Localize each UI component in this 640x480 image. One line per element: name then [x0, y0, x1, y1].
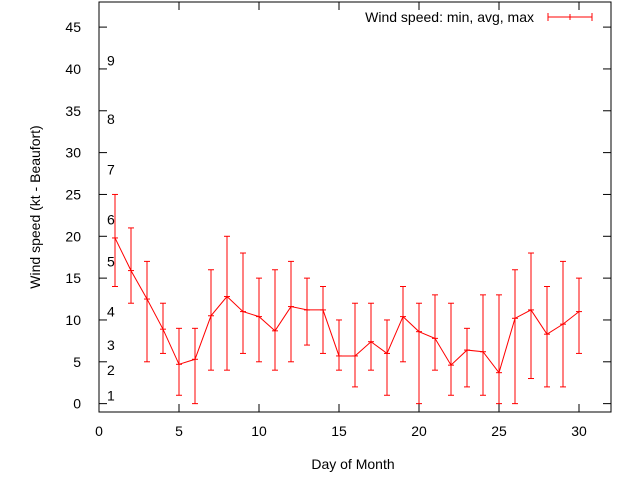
x-tick-label: 5	[175, 423, 183, 439]
y-axis-label: Wind speed (kt - Beaufort)	[27, 125, 43, 288]
y-tick-label: 35	[65, 103, 81, 119]
x-tick-label: 25	[491, 423, 507, 439]
x-tick-label: 10	[251, 423, 267, 439]
series-avg-line	[114, 237, 580, 374]
y-tick-label: 45	[65, 19, 81, 35]
y-tick-label: 40	[65, 61, 81, 77]
y-tick-label: 25	[65, 186, 81, 202]
y-tick-label: 15	[65, 270, 81, 286]
beaufort-label: 1	[107, 387, 115, 403]
beaufort-label: 8	[107, 111, 115, 127]
y-tick-label: 0	[73, 396, 81, 412]
y-tick-label: 20	[65, 228, 81, 244]
beaufort-label: 4	[107, 304, 115, 320]
beaufort-labels: 1 2 3 4 5 6 7 8 9	[107, 53, 115, 404]
legend-label: Wind speed: min, avg, max	[365, 9, 534, 25]
beaufort-label: 7	[107, 161, 115, 177]
series-group	[112, 193, 582, 405]
y-tick-label: 30	[65, 145, 81, 161]
x-tick-label: 20	[411, 423, 427, 439]
x-tick-label: 15	[331, 423, 347, 439]
beaufort-label: 6	[107, 212, 115, 228]
y-tick-label: 10	[65, 312, 81, 328]
beaufort-label: 9	[107, 53, 115, 69]
x-tick-label: 0	[95, 423, 103, 439]
legend: Wind speed: min, avg, max	[365, 9, 593, 25]
beaufort-label: 2	[107, 362, 115, 378]
beaufort-label: 3	[107, 337, 115, 353]
x-axis-label: Day of Month	[311, 456, 394, 472]
beaufort-label: 5	[107, 253, 115, 269]
x-tick-label: 30	[571, 423, 587, 439]
plot-border	[98, 1, 612, 413]
y-tick-label: 5	[73, 354, 81, 370]
